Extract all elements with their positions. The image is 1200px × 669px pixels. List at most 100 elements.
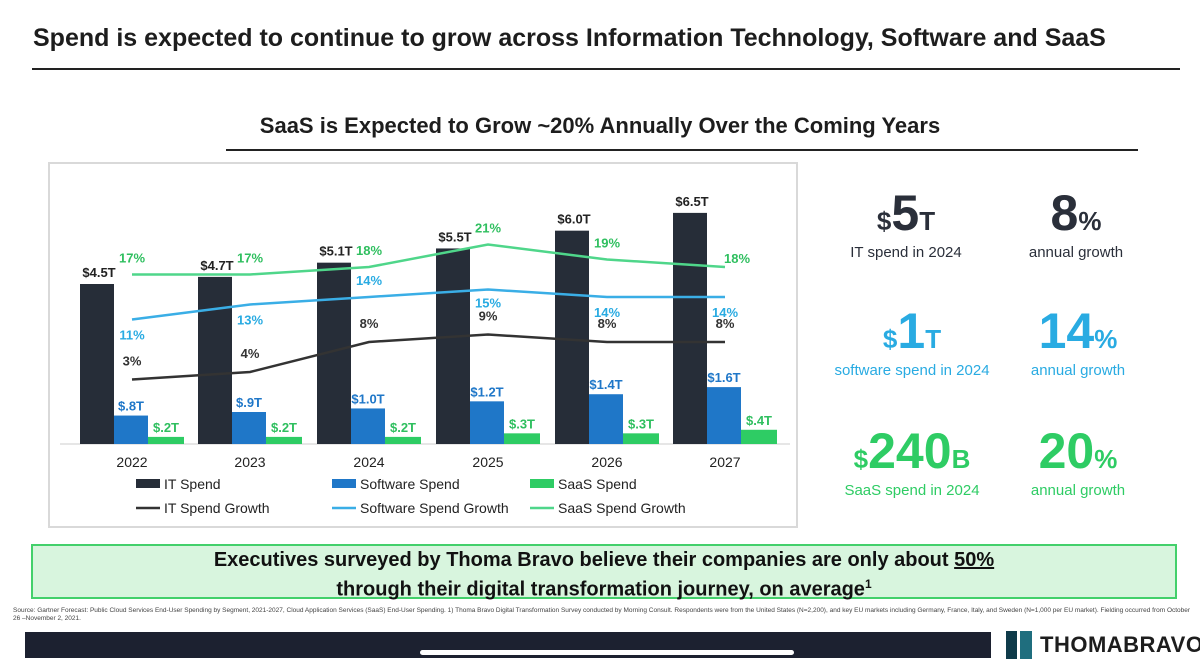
x-tick-2024: 2024: [353, 454, 384, 470]
label-saas-growth-2022: 17%: [119, 251, 145, 266]
bar-software-spend-2024: [351, 408, 385, 444]
kpi-software-spend-caption: software spend in 2024: [834, 362, 990, 379]
bar-it-spend-2026: [555, 230, 589, 444]
kpi-software-growth-caption: annual growth: [1030, 362, 1126, 379]
label-it-growth-2027: 8%: [716, 316, 735, 331]
banner-emphasis: 50%: [954, 549, 995, 571]
label-software-spend-2024: $1.0T: [351, 391, 384, 406]
label-it-growth-2023: 4%: [241, 346, 260, 361]
bar-saas-spend-2025: [504, 433, 540, 444]
kpi-saas-spend: $240B SaaS spend in 2024: [822, 426, 1002, 499]
bar-software-spend-2022: [114, 415, 148, 444]
legend-label-software-spend: Software Spend: [360, 476, 460, 492]
bar-software-spend-2026: [589, 394, 623, 444]
survey-banner: Executives surveyed by Thoma Bravo belie…: [31, 544, 1177, 601]
label-software-growth-2024: 14%: [356, 273, 382, 288]
kpi-saas-growth: 20% annual growth: [988, 426, 1168, 499]
bar-software-spend-2023: [232, 412, 266, 444]
label-it-spend-2025: $5.5T: [438, 229, 471, 244]
kpi-saas-spend-caption: SaaS spend in 2024: [844, 482, 980, 499]
label-software-spend-2026: $1.4T: [589, 377, 622, 392]
label-it-spend-2022: $4.5T: [82, 265, 115, 280]
label-software-growth-2025: 15%: [475, 296, 501, 311]
x-tick-2025: 2025: [472, 454, 503, 470]
bar-saas-spend-2024: [385, 436, 421, 444]
legend-swatch-software-spend: [332, 479, 356, 488]
label-software-growth-2026: 14%: [594, 305, 620, 320]
line-saas-growth: [132, 243, 726, 276]
kpi-saas-growth-caption: annual growth: [1030, 482, 1126, 499]
line-software-growth: [131, 288, 725, 321]
kpi-saas-spend-value: $240B: [853, 423, 971, 479]
label-saas-spend-2022: $.2T: [153, 420, 179, 435]
legend-swatch-it-spend: [136, 479, 160, 488]
logo-mark-icon: [1006, 631, 1032, 659]
label-it-spend-2024: $5.1T: [319, 244, 352, 259]
legend-label-saas-spend: SaaS Spend: [558, 476, 637, 492]
label-saas-growth-2025: 21%: [475, 221, 501, 236]
kpi-software-growth: 14% annual growth: [988, 306, 1168, 379]
legend-label-it-spend: IT Spend: [164, 476, 221, 492]
label-saas-spend-2024: $.2T: [390, 420, 416, 435]
kpi-it-growth-value: 8%: [1050, 185, 1102, 241]
label-software-spend-2027: $1.6T: [707, 370, 740, 385]
x-tick-2027: 2027: [709, 454, 740, 470]
x-tick-2026: 2026: [591, 454, 622, 470]
label-saas-growth-2026: 19%: [594, 236, 620, 251]
page-title: Spend is expected to continue to grow ac…: [33, 24, 1106, 52]
legend-label-saas-growth: SaaS Spend Growth: [558, 500, 686, 516]
bar-saas-spend-2026: [623, 433, 659, 444]
banner-line-2: through their digital transformation jou…: [336, 577, 872, 601]
bar-it-spend-2022: [80, 284, 114, 444]
line-it-growth: [131, 333, 725, 381]
logo-text: THOMABRAVO: [1040, 632, 1200, 657]
label-software-spend-2025: $1.2T: [470, 384, 503, 399]
chart-subtitle: SaaS is Expected to Grow ~20% Annually O…: [259, 113, 941, 138]
label-it-growth-2024: 8%: [360, 316, 379, 331]
kpi-software-growth-value: 14%: [1038, 303, 1118, 359]
bar-saas-spend-2023: [266, 436, 302, 444]
x-tick-2023: 2023: [234, 454, 265, 470]
kpi-it-growth-caption: annual growth: [1028, 244, 1124, 261]
bar-it-spend-2027: [673, 212, 707, 444]
kpi-it-growth: 8% annual growth: [986, 188, 1166, 261]
label-it-spend-2023: $4.7T: [200, 258, 233, 273]
label-software-spend-2022: $.8T: [118, 399, 144, 414]
banner-line-1: Executives surveyed by Thoma Bravo belie…: [213, 549, 995, 571]
legend-label-software-growth: Software Spend Growth: [360, 500, 509, 516]
label-saas-growth-2027: 18%: [724, 251, 750, 266]
bar-saas-spend-2027: [741, 429, 777, 444]
label-it-growth-2022: 3%: [123, 354, 142, 369]
label-saas-growth-2023: 17%: [237, 251, 263, 266]
kpi-saas-growth-value: 20%: [1038, 423, 1118, 479]
source-note: Source: Gartner Forecast: Public Cloud S…: [13, 607, 1191, 622]
label-it-growth-2026: 8%: [598, 316, 617, 331]
bar-software-spend-2025: [470, 401, 504, 444]
bar-it-spend-2025: [436, 248, 470, 444]
title-divider: [32, 68, 1180, 70]
kpi-it-spend-caption: IT spend in 2024: [850, 244, 962, 261]
label-saas-spend-2023: $.2T: [271, 420, 297, 435]
label-saas-growth-2024: 18%: [356, 243, 382, 258]
label-software-growth-2022: 11%: [119, 328, 145, 343]
label-it-spend-2027: $6.5T: [675, 194, 708, 209]
kpi-software-spend-value: $1T: [882, 303, 942, 359]
bar-it-spend-2023: [198, 276, 232, 444]
bar-saas-spend-2022: [148, 436, 184, 444]
legend-label-it-growth: IT Spend Growth: [164, 500, 270, 516]
label-it-spend-2026: $6.0T: [557, 212, 590, 227]
home-indicator[interactable]: [420, 650, 794, 655]
label-software-spend-2023: $.9T: [236, 395, 262, 410]
subtitle-divider: [226, 149, 1138, 151]
chart-frame: [48, 162, 798, 528]
label-software-growth-2027: 14%: [712, 305, 738, 320]
label-saas-spend-2027: $.4T: [746, 413, 772, 428]
x-tick-2022: 2022: [116, 454, 147, 470]
kpi-software-spend: $1T software spend in 2024: [822, 306, 1002, 379]
legend-swatch-saas-spend: [530, 479, 554, 488]
kpi-it-spend-value: $5T: [876, 185, 936, 241]
bar-software-spend-2027: [707, 387, 741, 444]
label-it-growth-2025: 9%: [479, 309, 498, 324]
label-saas-spend-2025: $.3T: [509, 416, 535, 431]
